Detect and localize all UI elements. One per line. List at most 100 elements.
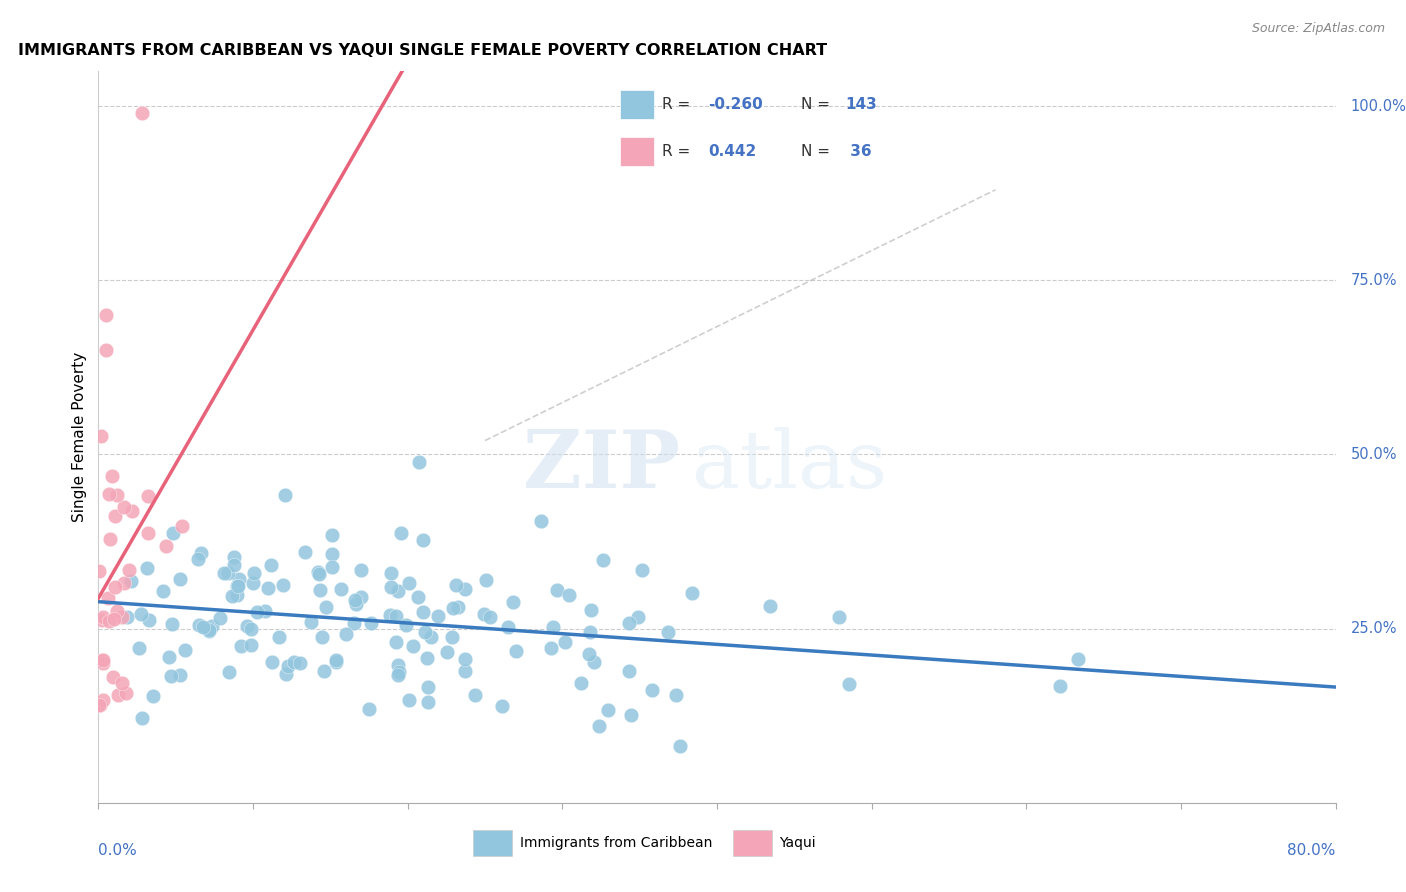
Point: [395, 617, 418, 632]
Point: [342, 615, 364, 630]
Point: [214, 566, 236, 580]
Point: [201, 618, 224, 632]
Point: [105, 487, 128, 501]
Text: 80.0%: 80.0%: [1288, 843, 1336, 858]
Text: 75.0%: 75.0%: [1351, 273, 1398, 288]
Point: [128, 641, 150, 656]
Text: atlas: atlas: [692, 427, 887, 506]
Point: [436, 645, 458, 659]
Point: [454, 582, 477, 596]
Point: [173, 643, 195, 657]
Point: [162, 525, 184, 540]
Text: ZIP: ZIP: [523, 427, 681, 506]
Point: [91, 613, 114, 627]
Point: [89, 564, 111, 578]
Point: [90, 428, 112, 442]
Point: [138, 613, 160, 627]
Point: [136, 489, 159, 503]
Point: [444, 578, 467, 592]
Point: [312, 664, 335, 678]
Point: [579, 603, 602, 617]
Point: [325, 655, 347, 669]
Point: [101, 468, 124, 483]
Point: [160, 617, 183, 632]
Point: [208, 611, 231, 625]
Point: [441, 600, 464, 615]
Point: [105, 604, 128, 618]
Point: [226, 579, 249, 593]
Text: 50.0%: 50.0%: [1351, 447, 1398, 462]
Point: [360, 616, 382, 631]
Point: [117, 563, 139, 577]
Point: [120, 574, 142, 589]
Text: Source: ZipAtlas.com: Source: ZipAtlas.com: [1251, 22, 1385, 36]
Point: [226, 579, 249, 593]
Point: [221, 589, 243, 603]
Point: [619, 616, 641, 631]
Point: [121, 504, 143, 518]
Point: [502, 595, 524, 609]
Point: [277, 659, 299, 673]
Text: 0.0%: 0.0%: [98, 843, 138, 858]
Point: [97, 591, 120, 605]
Point: [1049, 679, 1071, 693]
Point: [89, 698, 111, 713]
Point: [290, 657, 312, 671]
Point: [110, 609, 132, 624]
Point: [236, 619, 259, 633]
Point: [308, 566, 330, 581]
Point: [222, 549, 245, 564]
Point: [243, 566, 266, 581]
Point: [169, 572, 191, 586]
Point: [350, 590, 373, 604]
Point: [155, 540, 177, 554]
Point: [415, 650, 437, 665]
Point: [427, 609, 450, 624]
Point: [262, 655, 284, 669]
Point: [546, 582, 568, 597]
Point: [98, 614, 121, 628]
Point: [271, 578, 294, 592]
Point: [657, 624, 679, 639]
Point: [321, 547, 343, 561]
Point: [131, 106, 153, 120]
Point: [406, 591, 429, 605]
Point: [583, 655, 606, 669]
Point: [630, 563, 652, 577]
Point: [96, 308, 118, 322]
Point: [389, 525, 412, 540]
Point: [91, 653, 114, 667]
Point: [350, 563, 373, 577]
Point: [446, 600, 468, 615]
Point: [530, 514, 553, 528]
Point: [157, 650, 180, 665]
Point: [136, 526, 159, 541]
Point: [283, 655, 305, 669]
Point: [103, 612, 125, 626]
Point: [190, 546, 212, 560]
Point: [412, 533, 434, 547]
Point: [217, 566, 239, 581]
Point: [311, 630, 333, 644]
Point: [385, 634, 408, 648]
Point: [91, 693, 114, 707]
Point: [454, 652, 477, 666]
Point: [401, 640, 423, 654]
Point: [135, 560, 157, 574]
Point: [309, 582, 332, 597]
Point: [325, 652, 347, 666]
Point: [104, 580, 127, 594]
Point: [496, 620, 519, 634]
Point: [569, 675, 592, 690]
Point: [299, 615, 322, 629]
Point: [344, 597, 367, 611]
Point: [665, 688, 688, 702]
Point: [388, 665, 411, 679]
Point: [408, 455, 430, 469]
Point: [239, 639, 262, 653]
Point: [87, 698, 110, 713]
Point: [91, 610, 114, 624]
Point: [554, 634, 576, 648]
Point: [197, 623, 219, 637]
Point: [276, 666, 298, 681]
